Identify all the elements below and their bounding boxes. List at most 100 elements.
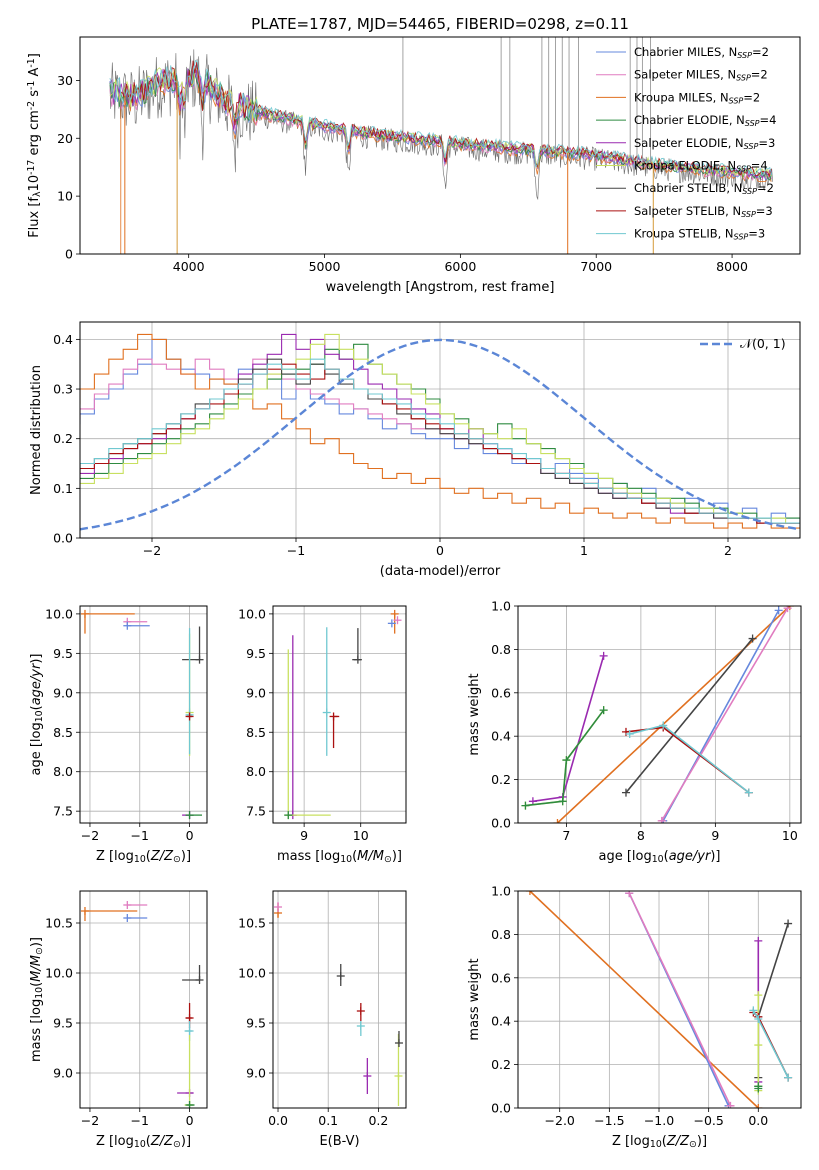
x-tick-label: 0.0 bbox=[748, 1113, 768, 1128]
y-tick-label: 10.0 bbox=[238, 966, 266, 981]
weight-marker bbox=[783, 606, 792, 613]
x-tick-label: 4000 bbox=[173, 259, 205, 274]
x-tick-label: −2 bbox=[143, 543, 161, 558]
errorbar-point bbox=[274, 902, 283, 912]
y-axis-label: Normed distribution bbox=[29, 365, 44, 495]
x-axis-label: age [log10(age/yr)] bbox=[598, 849, 720, 865]
y-tick-label: 9.0 bbox=[246, 685, 266, 700]
weight-marker bbox=[744, 788, 753, 797]
frame-weight_vs_Z: −2.0 −1.5 −1.0 −0.5 0.0 0.0 0.2 0.4 0.6 0.8 1.0 Z [… bbox=[467, 884, 802, 1150]
y-tick-label: 0.4 bbox=[491, 1014, 511, 1029]
x-tick-label: −2 bbox=[81, 1113, 99, 1128]
legend-label: Salpeter ELODIE, NSSP=3 bbox=[634, 136, 775, 151]
y-tick-label: 9.0 bbox=[53, 1066, 73, 1081]
plot-area-weight_vs_age bbox=[521, 606, 794, 823]
y-tick-label: 0.2 bbox=[491, 1057, 511, 1072]
errorbar-point bbox=[356, 1021, 365, 1036]
plot-area-weight_vs_Z bbox=[525, 891, 793, 1108]
y-tick-label: 8.0 bbox=[53, 764, 73, 779]
x-tick-label: 7000 bbox=[580, 259, 612, 274]
x-tick-label: 5000 bbox=[309, 259, 341, 274]
x-tick-label: −1.0 bbox=[644, 1113, 674, 1128]
plot-area-spectrum bbox=[109, 37, 773, 254]
x-tick-label: 0 bbox=[436, 543, 444, 558]
plot-area-age_vs_mass bbox=[284, 609, 402, 820]
x-axis-label: (data-model)/error bbox=[380, 564, 501, 579]
errorbar-point bbox=[284, 811, 293, 820]
y-tick-label: 10.0 bbox=[238, 606, 266, 621]
histogram-step bbox=[80, 358, 800, 524]
y-tick-label: 0.4 bbox=[53, 332, 73, 347]
x-tick-label: 0.2 bbox=[368, 1113, 388, 1128]
errorbar-point bbox=[123, 914, 148, 922]
y-tick-label: 1.0 bbox=[491, 599, 511, 614]
weight-line bbox=[556, 606, 791, 823]
y-tick-label: 0.8 bbox=[491, 927, 511, 942]
x-axis-label: wavelength [Angstrom, rest frame] bbox=[326, 280, 555, 295]
spectrum-salpeter-stelib bbox=[120, 60, 772, 178]
axes-age_vs_mass bbox=[273, 606, 406, 823]
spectrum-legend: Chabrier MILES, NSSP=2 Salpeter MILES, NS… bbox=[596, 45, 776, 242]
y-tick-label: 20 bbox=[57, 131, 73, 146]
axes-frame bbox=[272, 890, 407, 1109]
x-tick-label: 0 bbox=[186, 828, 194, 843]
legend-label: Kroupa STELIB, NSSP=3 bbox=[634, 227, 765, 242]
x-tick-label: 0.1 bbox=[318, 1113, 338, 1128]
x-tick-label: 10 bbox=[353, 828, 369, 843]
weight-line bbox=[628, 892, 732, 1107]
frame-mass_vs_Z: −2 −1 0 9.0 9.5 10.0 10.5 Z [log10(Z/Z⊙)] mass [… bbox=[29, 890, 208, 1150]
legend-label: Kroupa MILES, NSSP=2 bbox=[634, 90, 760, 105]
y-tick-label: 0.8 bbox=[491, 642, 511, 657]
errorbar-point bbox=[185, 712, 194, 721]
y-tick-label: 0 bbox=[65, 247, 73, 262]
x-tick-label: −1 bbox=[287, 543, 305, 558]
errorbar-point bbox=[336, 964, 345, 986]
x-axis-label: Z [log10(Z/Z⊙)] bbox=[96, 1134, 191, 1150]
x-tick-label: 0.0 bbox=[268, 1113, 288, 1128]
y-tick-label: 9.0 bbox=[53, 685, 73, 700]
spectrum-kroupa-stelib bbox=[109, 59, 773, 177]
y-tick-label: 10.5 bbox=[238, 916, 266, 931]
weight-marker bbox=[558, 797, 567, 806]
axes-frame bbox=[517, 605, 802, 824]
errorbar-point bbox=[322, 627, 331, 756]
x-axis-label: mass [log10(M/M⊙)] bbox=[277, 849, 402, 865]
gaussian-curve bbox=[80, 338, 800, 531]
x-tick-label: −1 bbox=[131, 1113, 149, 1128]
errorbar-point bbox=[123, 901, 148, 909]
y-tick-label: 9.0 bbox=[246, 1066, 266, 1081]
legend-label: Chabrier STELIB, NSSP=2 bbox=[634, 181, 774, 196]
weight-marker bbox=[754, 1082, 763, 1091]
y-tick-label: 30 bbox=[57, 73, 73, 88]
legend-label: 𝒩(0, 1) bbox=[740, 336, 786, 351]
errorbar-point bbox=[387, 619, 396, 628]
weight-marker bbox=[784, 1073, 793, 1082]
y-tick-label: 1.0 bbox=[491, 884, 511, 899]
y-tick-label: 9.5 bbox=[53, 1016, 73, 1031]
weight-marker bbox=[599, 706, 608, 715]
errorbar-point bbox=[329, 712, 340, 749]
weight-marker bbox=[521, 801, 530, 810]
y-tick-label: 0.6 bbox=[491, 970, 511, 985]
y-axis-label: mass weight bbox=[467, 958, 482, 1040]
axes-frame bbox=[272, 605, 407, 824]
x-tick-label: −1 bbox=[131, 828, 149, 843]
frame-mass_vs_EBV: 0.0 0.1 0.2 9.0 9.5 10.0 10.5 E(B-V) bbox=[238, 890, 407, 1149]
y-tick-label: 0.4 bbox=[491, 729, 511, 744]
weight-marker bbox=[625, 730, 634, 739]
weight-marker bbox=[754, 1015, 763, 1024]
y-tick-label: 8.5 bbox=[246, 725, 266, 740]
y-tick-label: 0.1 bbox=[53, 481, 73, 496]
y-tick-label: 0.2 bbox=[491, 772, 511, 787]
weight-marker bbox=[621, 788, 630, 797]
errorbar-point bbox=[185, 811, 203, 820]
y-tick-label: 8.0 bbox=[246, 764, 266, 779]
errorbar-point bbox=[363, 1058, 372, 1094]
frame-age_vs_Z: −2 −1 0 7.5 8.0 8.5 9.0 9.5 10.0 Z [log10(Z/Z⊙)] a… bbox=[29, 605, 208, 865]
y-axis-label: mass weight bbox=[467, 673, 482, 755]
y-tick-label: 10 bbox=[57, 189, 73, 204]
weight-marker bbox=[625, 891, 634, 898]
x-tick-label: 0 bbox=[186, 1113, 194, 1128]
